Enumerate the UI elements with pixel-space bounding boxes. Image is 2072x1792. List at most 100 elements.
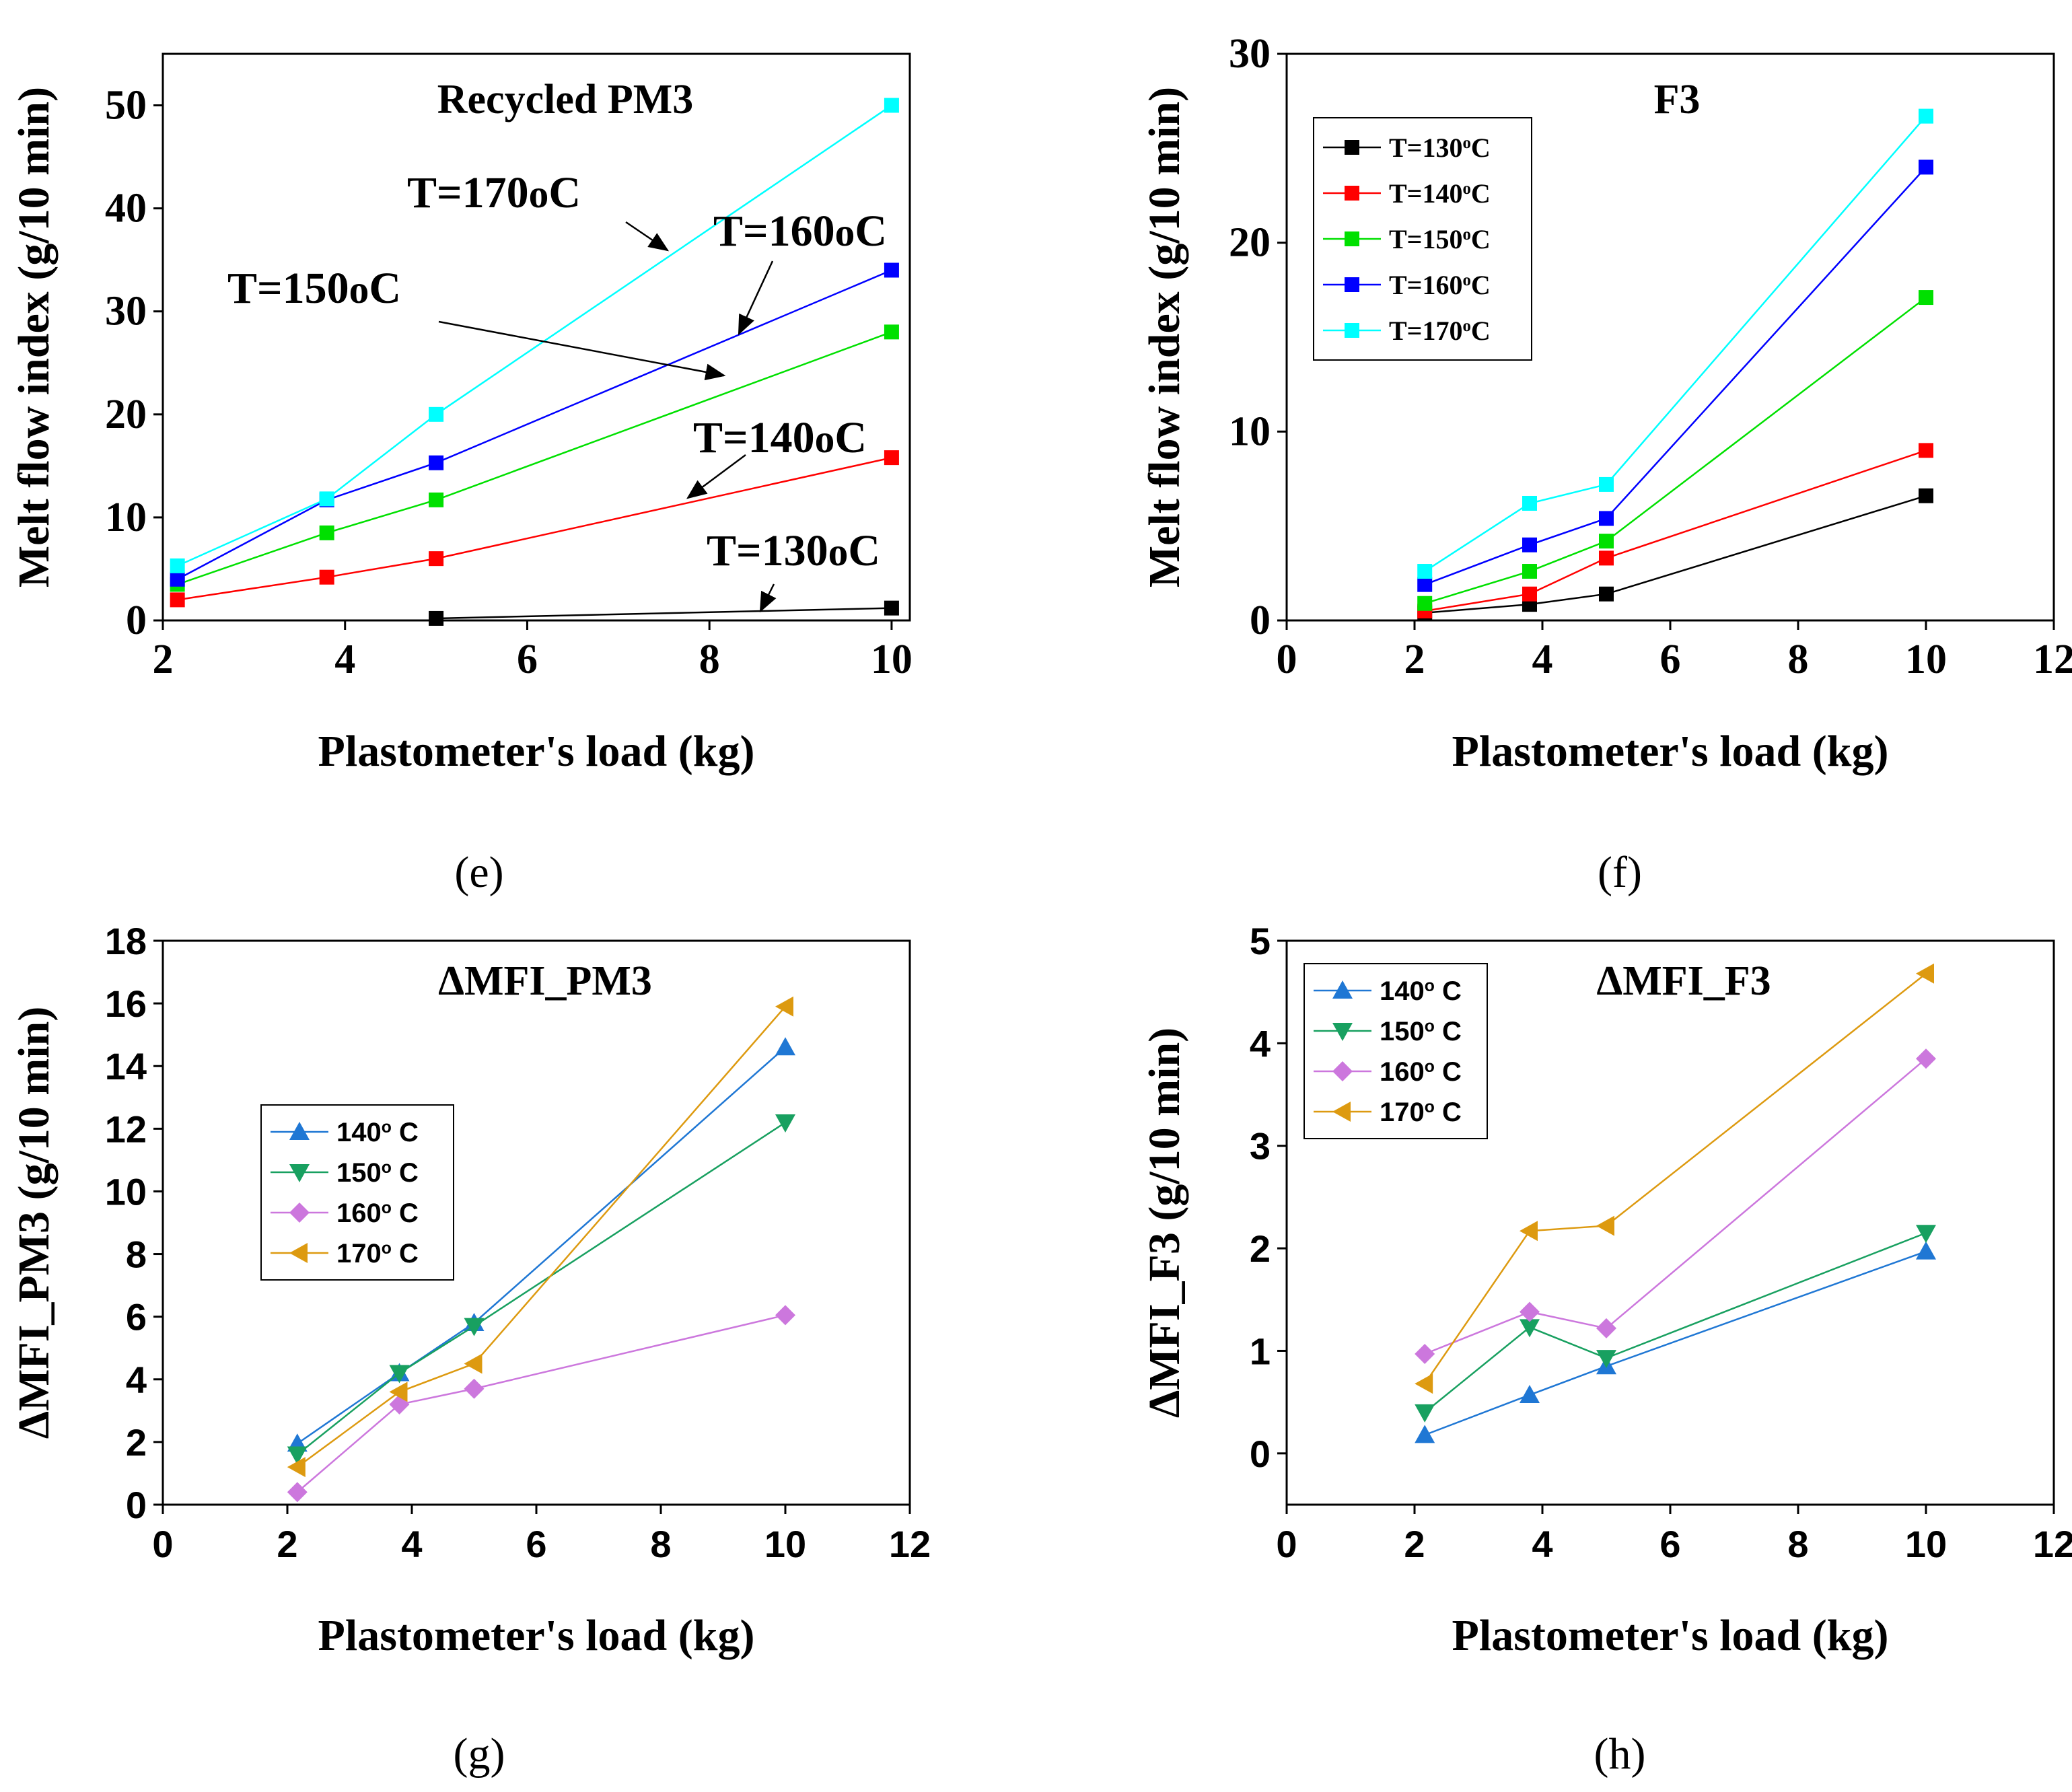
data-point <box>319 491 334 507</box>
series-line-1 <box>1424 1232 1927 1413</box>
x-tick-label: 8 <box>699 637 720 682</box>
legend-label-3-base: 170 <box>336 1239 382 1268</box>
legend-box <box>1303 963 1488 1139</box>
legend-label-2-tail: C <box>1471 224 1491 254</box>
legend-label-1-sup: o <box>1462 180 1470 198</box>
legend-marker-3 <box>289 1243 308 1263</box>
panel-label: (h) <box>1594 1729 1646 1779</box>
data-point <box>884 98 899 113</box>
legend-marker-3 <box>1345 277 1359 292</box>
legend-label-2: 160o C <box>336 1198 419 1228</box>
y-tick-label: 1 <box>1250 1330 1271 1372</box>
legend-label-0-tail: C <box>1435 976 1462 1006</box>
data-point <box>1522 537 1537 552</box>
annotation-label-4: T=130oC <box>707 526 880 575</box>
y-tick-label: 0 <box>1250 1433 1271 1475</box>
x-tick-label: 6 <box>1659 1523 1680 1565</box>
series-line-0 <box>436 607 892 620</box>
data-point <box>389 1382 408 1402</box>
panel-label: (e) <box>454 848 503 897</box>
chart-panel-f: 0 10 20 30 0 2 4 6 8 10 12 Plastometer's load (kg) M… <box>1140 31 2072 897</box>
legend-label-3-sup: o <box>382 1240 392 1258</box>
legend-label-1-base: 150 <box>1380 1017 1425 1046</box>
legend-marker-0 <box>1345 140 1359 155</box>
legend-label-2-sup: o <box>382 1199 392 1217</box>
data-point <box>1596 1350 1616 1369</box>
annotation-label-2: T=150oC <box>227 264 401 313</box>
annotation-base: T=150 <box>227 264 349 313</box>
data-point <box>319 525 334 540</box>
x-tick-label: 10 <box>764 1523 806 1565</box>
y-axis-title: Melt flow index (g/10 min) <box>9 87 59 587</box>
x-tick-label: 12 <box>2033 637 2072 682</box>
x-tick-label: 12 <box>2033 1523 2072 1565</box>
legend-label-2-tail: C <box>392 1198 419 1228</box>
data-point <box>1520 1221 1538 1242</box>
annotation-sup: o <box>349 267 369 312</box>
data-point <box>464 1378 485 1399</box>
y-tick-label: 20 <box>105 392 147 437</box>
legend-label-2-base: 160 <box>1380 1057 1425 1087</box>
data-point <box>1919 488 1933 503</box>
legend-label-3-tail: C <box>1435 1098 1462 1127</box>
series-line-2 <box>1424 297 1927 604</box>
legend-label-3-tail: C <box>392 1239 419 1268</box>
x-tick-label: 10 <box>1905 637 1947 682</box>
chart-title: F3 <box>1654 77 1701 122</box>
series-line-1 <box>1424 450 1927 612</box>
y-tick-label: 30 <box>1229 31 1271 77</box>
annotation-label-3: T=140oC <box>693 413 867 462</box>
x-tick-label: 0 <box>1276 1523 1297 1565</box>
legend-label-0: 140o C <box>336 1118 419 1147</box>
panel-label: (g) <box>454 1729 505 1779</box>
x-tick-label: 12 <box>889 1523 931 1565</box>
data-point <box>429 455 444 470</box>
annotation-base: T=130 <box>707 526 828 575</box>
legend-label-4-sup: o <box>1462 317 1470 335</box>
x-tick-label: 0 <box>152 1523 173 1565</box>
legend-label-1-base: T=140 <box>1389 178 1462 209</box>
data-point <box>775 1114 795 1133</box>
x-tick-label: 6 <box>517 637 538 682</box>
series-line-3 <box>177 269 892 580</box>
legend-label-1-tail: C <box>1471 178 1491 209</box>
data-point <box>1916 963 1934 984</box>
y-tick-label: 0 <box>1250 598 1271 643</box>
legend-label-2-base: 160 <box>336 1198 382 1228</box>
data-point <box>1596 1318 1616 1338</box>
data-point <box>389 1365 410 1384</box>
legend-marker-4 <box>1345 323 1359 338</box>
legend-marker-2 <box>1332 1061 1353 1081</box>
data-point <box>1599 534 1614 549</box>
legend-marker-1 <box>289 1164 310 1182</box>
data-point <box>1417 564 1433 579</box>
legend-label-3: 170o C <box>336 1239 419 1268</box>
series-line-4 <box>1424 115 1927 573</box>
legend-label-1-sup: o <box>382 1159 392 1177</box>
y-tick-label: 0 <box>126 598 147 643</box>
x-tick-label: 10 <box>871 637 913 682</box>
y-tick-label: 50 <box>105 83 147 129</box>
legend-label-3-base: 170 <box>1380 1098 1425 1127</box>
x-axis-title: Plastometer's load (kg) <box>318 727 755 776</box>
legend-label-1: 150o C <box>1380 1017 1462 1046</box>
data-point <box>1599 550 1614 566</box>
legend-label-2: 160o C <box>1380 1057 1462 1087</box>
data-point <box>170 558 185 573</box>
legend-label-3-base: T=160 <box>1389 270 1462 300</box>
y-tick-label: 3 <box>1250 1125 1271 1168</box>
data-point <box>1919 108 1933 124</box>
plot-frame <box>162 52 911 622</box>
legend-label-2: T=150oC <box>1389 224 1491 254</box>
y-tick-label: 5 <box>1250 920 1271 962</box>
series-line-2 <box>177 331 892 585</box>
annotation-sup: o <box>828 530 849 574</box>
chart-title: Recycled PM3 <box>437 77 693 122</box>
series-line-2 <box>296 1314 786 1493</box>
legend-label-2-sup: o <box>1425 1058 1435 1076</box>
chart-panel-e: 0 10 20 30 40 50 2 4 6 8 10 Plastometer's load (kg)… <box>9 52 913 897</box>
legend-label-1-base: 150 <box>336 1158 382 1188</box>
legend-label-3-sup: o <box>1425 1098 1435 1116</box>
x-tick-label: 2 <box>277 1523 297 1565</box>
